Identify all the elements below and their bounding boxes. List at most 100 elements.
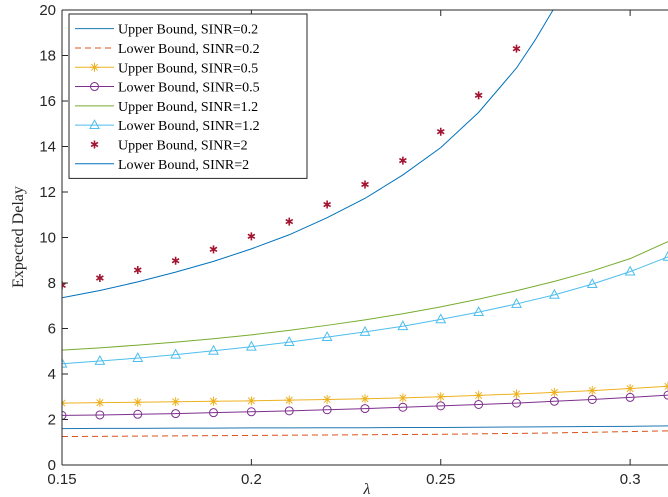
series-4-point (436, 401, 446, 411)
series-4-point (133, 409, 143, 419)
series-4-point (587, 394, 597, 404)
legend-label: Lower Bound, SINR=1.2 (118, 119, 260, 134)
legend-label: Lower Bound, SINR=0.5 (118, 81, 260, 96)
series-4-point (625, 392, 635, 402)
y-tick-label: 20 (39, 2, 56, 19)
series-7-point (474, 91, 483, 100)
series-7-point (398, 156, 407, 165)
series-4-point (62, 410, 67, 420)
x-tick-label: 0.3 (620, 471, 641, 488)
legend-entry: Upper Bound, SINR=1.2 (75, 100, 258, 115)
x-tick-label: 0.2 (241, 471, 262, 488)
legend-entry: Lower Bound, SINR=2 (75, 158, 249, 173)
series-4-point (284, 406, 294, 416)
series-3-point (209, 396, 218, 406)
y-tick-label: 6 (48, 321, 56, 338)
series-6-point (548, 288, 560, 299)
series-6-point (62, 357, 68, 368)
legend-entry: Upper Bound, SINR=2 (90, 138, 248, 153)
series-6-point (359, 325, 371, 336)
y-tick-label: 0 (48, 457, 56, 474)
axes: 0 2 4 6 8 10 12 14 16 18 20 0.15 0.2 0.25 0.3 (39, 2, 668, 488)
legend-entry: Upper Bound, SINR=0.5 (75, 61, 258, 76)
legend-entry: Lower Bound, SINR=0.5 (75, 81, 260, 96)
series-6-point (245, 340, 257, 351)
series-6-point (94, 354, 106, 365)
y-tick-label: 14 (39, 139, 56, 156)
series-4-point (474, 399, 484, 409)
series-6-point (132, 352, 144, 362)
series-3-point (663, 381, 668, 391)
series-4-point (663, 390, 668, 400)
legend-entry: Upper Bound, SINR=0.2 (75, 23, 258, 38)
series-3-point (436, 392, 446, 402)
series-4-line (62, 394, 668, 416)
legend-entry: Lower Bound, SINR=0.2 (75, 42, 260, 57)
legend-label: Upper Bound, SINR=0.2 (118, 23, 258, 38)
series-3-point (549, 387, 559, 397)
legend-label: Lower Bound, SINR=2 (118, 158, 249, 173)
x-tick-label: 0.15 (47, 471, 76, 488)
series-7-point (285, 217, 294, 226)
series-3-point (474, 390, 484, 400)
series-3-point (133, 397, 143, 407)
series-4-point (95, 410, 105, 420)
y-tick-label: 18 (39, 48, 56, 65)
series-5-line (62, 241, 668, 351)
series-7-point (133, 266, 142, 275)
series-3-point (322, 394, 332, 404)
series-6-point (586, 278, 598, 289)
series-6 (62, 250, 668, 368)
x-tick-label: 0.25 (426, 471, 455, 488)
legend: Upper Bound, SINR=0.2 Lower Bound, SINR=0… (68, 13, 308, 179)
series-1 (62, 425, 668, 430)
series-6-point (321, 331, 333, 342)
series-3-point (512, 389, 521, 399)
series-3-point (360, 394, 370, 404)
series-6-point (283, 336, 295, 347)
legend-swatch-marker (90, 140, 99, 149)
y-tick-label: 2 (48, 412, 56, 429)
series-4-point (549, 396, 559, 406)
series-7-point (247, 232, 256, 241)
series-4-point (512, 398, 521, 408)
series-7-point (361, 180, 369, 189)
series-3-point (284, 395, 294, 405)
series-3-point (95, 398, 105, 408)
y-tick-label: 4 (48, 366, 56, 383)
y-tick-label: 12 (39, 184, 56, 201)
legend-swatch-marker (89, 119, 100, 130)
legend-label: Upper Bound, SINR=1.2 (118, 100, 258, 115)
y-tick-label: 10 (39, 230, 56, 247)
series-2 (62, 430, 668, 438)
series-7-point (95, 273, 104, 282)
series-4-point (360, 404, 370, 414)
series-6-point (473, 306, 485, 317)
series-7 (62, 44, 521, 290)
series-7-point (512, 44, 521, 53)
legend-label: Upper Bound, SINR=2 (118, 138, 248, 153)
series-4-point (246, 407, 256, 417)
y-tick-label: 8 (48, 275, 56, 292)
series-4-point (209, 408, 218, 418)
series-3-point (171, 397, 181, 407)
series-4-point (171, 409, 181, 419)
series-7-point (62, 281, 66, 290)
series-4-point (322, 405, 332, 415)
series-8 (62, 10, 554, 299)
series-3-point (625, 384, 635, 394)
series-5 (62, 241, 668, 351)
series-7-point (436, 127, 445, 136)
series-7-point (171, 256, 180, 265)
series-6-point (170, 348, 182, 359)
series-6-point (662, 250, 668, 261)
legend-label: Upper Bound, SINR=0.5 (118, 61, 258, 76)
series-3-point (246, 396, 256, 406)
series-7-point (323, 200, 332, 209)
series-1-line (62, 425, 668, 430)
series-3 (62, 381, 668, 408)
y-tick-label: 16 (39, 93, 56, 110)
series-8-line (62, 10, 554, 299)
series-6-line (62, 256, 668, 365)
